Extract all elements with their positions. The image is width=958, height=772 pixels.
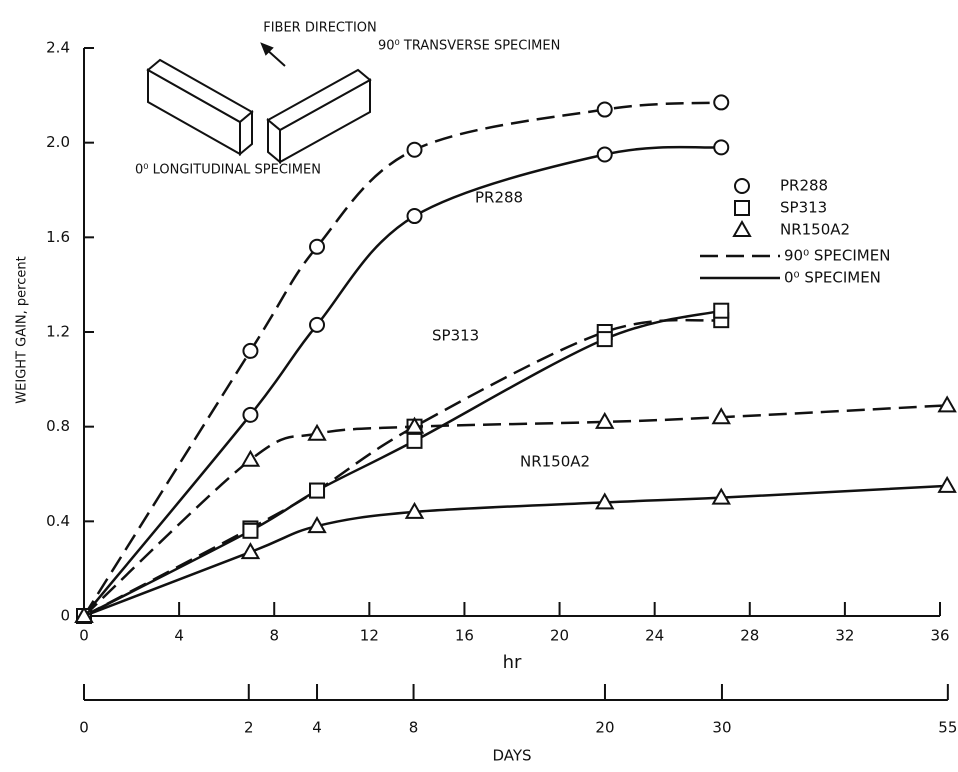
marker	[408, 209, 422, 223]
chart: WEIGHT GAIN, percent hr DAYS FIBER DIREC…	[0, 0, 958, 768]
marker	[243, 524, 257, 538]
curve-label: SP313	[432, 327, 479, 345]
legend-marker	[735, 201, 749, 215]
x-axis-label: hr	[503, 652, 522, 673]
marker	[243, 408, 257, 422]
curve	[84, 102, 721, 616]
legend-marker	[735, 179, 749, 193]
y-tick-label: 0.8	[46, 417, 70, 435]
x-tick-label: 20	[550, 627, 569, 645]
x2-tick-label: 2	[244, 719, 254, 737]
marker	[408, 143, 422, 157]
y-tick-label: 0	[60, 607, 70, 625]
annotation: 90⁰ TRANSVERSE SPECIMEN	[378, 39, 560, 54]
y-tick-label: 0.4	[46, 512, 70, 530]
specimen-sketch	[148, 44, 370, 162]
marker	[598, 103, 612, 117]
x2-axis-label: DAYS	[492, 747, 531, 765]
x-tick-label: 16	[455, 627, 474, 645]
y-tick-label: 2.0	[46, 133, 70, 151]
x-tick-label: 24	[645, 627, 664, 645]
x-tick-label: 12	[360, 627, 379, 645]
y-tick-label: 1.2	[46, 323, 70, 341]
x-tick-label: 36	[930, 627, 949, 645]
x2-tick-label: 20	[595, 719, 614, 737]
marker	[939, 478, 955, 492]
legend-label: PR288	[780, 177, 828, 195]
legend-label: 90⁰ SPECIMEN	[784, 247, 890, 265]
curve-label: PR288	[475, 189, 523, 207]
x2-tick-label: 8	[409, 719, 419, 737]
marker	[598, 332, 612, 346]
marker	[310, 240, 324, 254]
marker	[309, 426, 325, 440]
legend-label: 0⁰ SPECIMEN	[784, 269, 881, 287]
curve	[84, 405, 947, 616]
marker	[714, 304, 728, 318]
marker	[310, 318, 324, 332]
marker	[408, 434, 422, 448]
legend-label: NR150A2	[780, 221, 850, 239]
x-tick-label: 28	[740, 627, 759, 645]
y-tick-label: 2.4	[46, 39, 70, 57]
marker	[598, 148, 612, 162]
x-tick-label: 8	[269, 627, 279, 645]
curve-label: NR150A2	[520, 453, 590, 471]
x2-tick-label: 0	[79, 719, 89, 737]
marker	[242, 452, 258, 466]
y-tick-label: 1.6	[46, 228, 70, 246]
annotation: FIBER DIRECTION	[263, 21, 377, 36]
marker	[310, 484, 324, 498]
y-axis-label: WEIGHT GAIN, percent	[15, 256, 30, 403]
marker	[714, 95, 728, 109]
marker	[714, 140, 728, 154]
legend-label: SP313	[780, 199, 827, 217]
curve	[84, 311, 721, 616]
curve	[84, 320, 721, 616]
x2-tick-label: 4	[312, 719, 322, 737]
marker	[243, 344, 257, 358]
x-tick-label: 32	[835, 627, 854, 645]
x-tick-label: 0	[79, 627, 89, 645]
x-tick-label: 4	[174, 627, 184, 645]
x2-tick-label: 30	[712, 719, 731, 737]
marker	[939, 397, 955, 411]
x2-tick-label: 55	[938, 719, 957, 737]
curve	[84, 147, 721, 616]
annotation: 0⁰ LONGITUDINAL SPECIMEN	[135, 163, 321, 178]
legend-marker	[734, 222, 750, 236]
